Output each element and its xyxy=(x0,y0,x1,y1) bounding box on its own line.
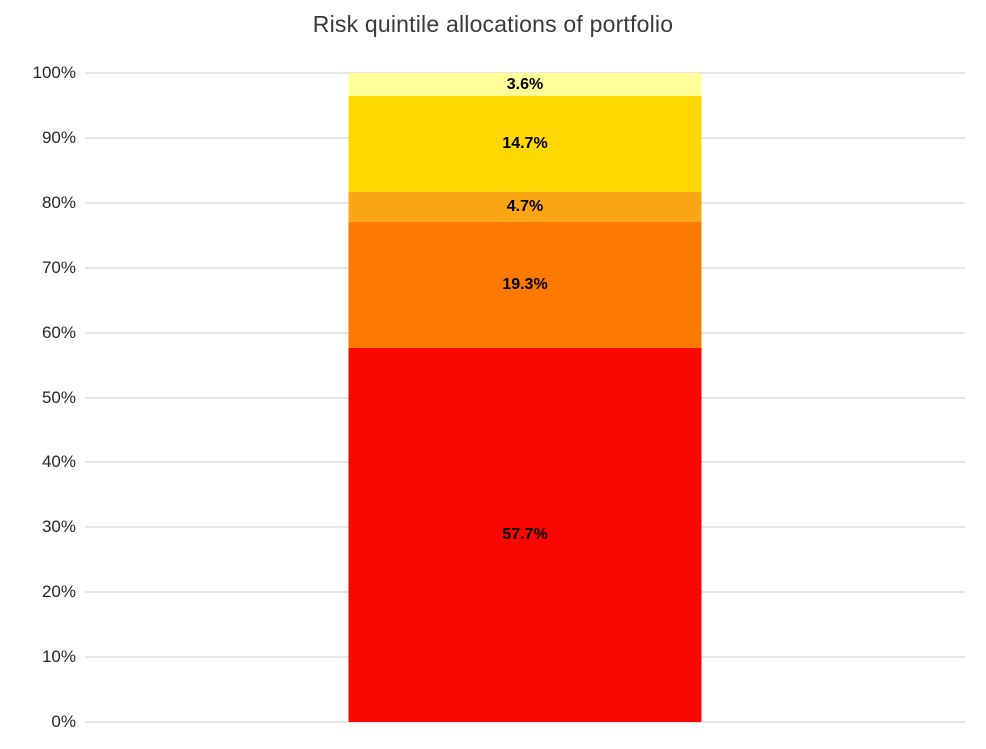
bar-segment-label-quintile-4: 14.7% xyxy=(502,135,548,153)
y-tick-label-10: 10% xyxy=(41,647,76,667)
y-tick-label-40: 40% xyxy=(41,452,76,472)
bar-segment-quintile-4: 14.7% xyxy=(348,96,702,192)
y-tick-label-30: 30% xyxy=(41,517,76,537)
y-tick-label-60: 60% xyxy=(41,322,76,342)
y-tick-label-50: 50% xyxy=(41,387,76,407)
bar-segment-quintile-2: 19.3% xyxy=(348,222,702,348)
y-tick-label-80: 80% xyxy=(41,192,76,212)
bar-segment-quintile-5: 3.6% xyxy=(348,73,702,97)
gridline-100 xyxy=(85,72,965,74)
y-tick-label-0: 0% xyxy=(51,712,76,731)
y-tick-label-90: 90% xyxy=(41,127,76,147)
chart-title: Risk quintile allocations of portfolio xyxy=(312,11,674,37)
stacked-bar: 57.7% 19.3% 4.7% 14.7% 3.6% xyxy=(348,73,702,722)
bar-segment-label-quintile-2: 19.3% xyxy=(502,275,548,293)
bar-segment-quintile-1: 57.7% xyxy=(348,347,702,722)
bar-segment-quintile-3: 4.7% xyxy=(348,191,702,223)
bar-segment-label-quintile-5: 3.6% xyxy=(506,75,544,93)
y-tick-label-20: 20% xyxy=(41,582,76,602)
bar-segment-label-quintile-3: 4.7% xyxy=(506,198,544,216)
y-tick-label-100: 100% xyxy=(32,63,76,82)
gridline-0 xyxy=(85,721,965,723)
y-tick-label-70: 70% xyxy=(41,257,76,277)
bar-segment-label-quintile-1: 57.7% xyxy=(502,525,548,543)
plot-area: 0% 10% 20% 30% 40% 50% 60% 70% 80% 90% 100% 57.7% 1… xyxy=(33,63,965,731)
